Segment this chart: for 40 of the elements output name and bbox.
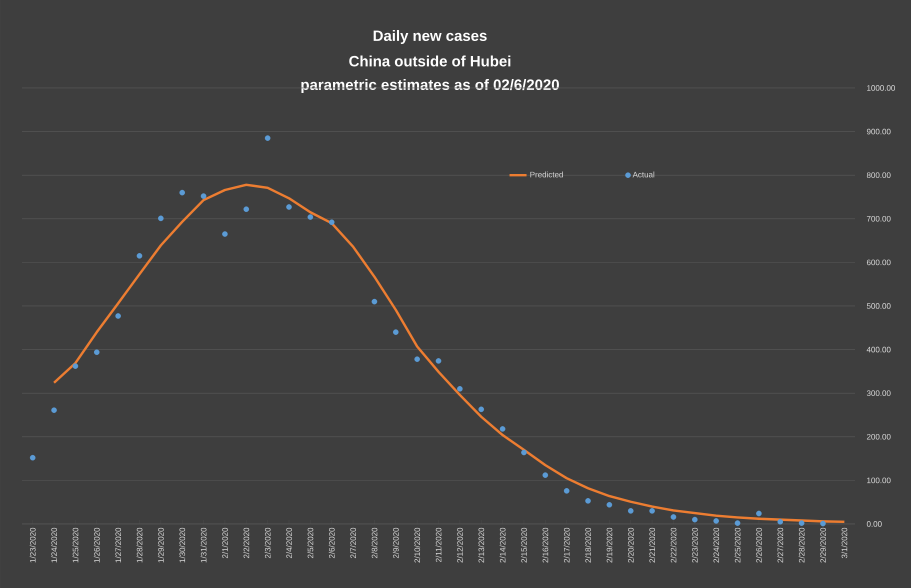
point [564, 488, 570, 494]
point [414, 356, 420, 362]
point [372, 298, 378, 304]
point [179, 190, 185, 196]
point [521, 450, 527, 456]
point [756, 510, 762, 516]
point [115, 313, 121, 319]
point [392, 329, 399, 335]
point [798, 520, 804, 526]
point [542, 472, 548, 478]
point [200, 193, 206, 199]
point [308, 214, 314, 220]
point [500, 426, 506, 432]
point [328, 219, 335, 226]
chart-title: Daily new cases [374, 30, 487, 44]
point [585, 498, 591, 504]
annotation: parametric estimates as of 02/6/2020 [301, 79, 559, 93]
point [72, 363, 78, 369]
point [243, 206, 250, 212]
point [670, 514, 676, 520]
point [158, 216, 164, 222]
chart-subtitle: China outside of Hubei [349, 56, 510, 66]
point [628, 508, 634, 514]
point [136, 253, 142, 259]
point [649, 508, 655, 514]
point [777, 519, 784, 525]
point [606, 502, 612, 508]
point [94, 349, 100, 355]
point [820, 520, 826, 526]
point [713, 518, 719, 524]
point [286, 204, 292, 210]
point [478, 406, 484, 412]
point [264, 135, 270, 141]
point [734, 520, 740, 526]
point [436, 358, 442, 364]
point [222, 231, 228, 237]
point [457, 386, 463, 392]
point [51, 407, 57, 413]
point [30, 454, 36, 461]
point [692, 516, 698, 522]
